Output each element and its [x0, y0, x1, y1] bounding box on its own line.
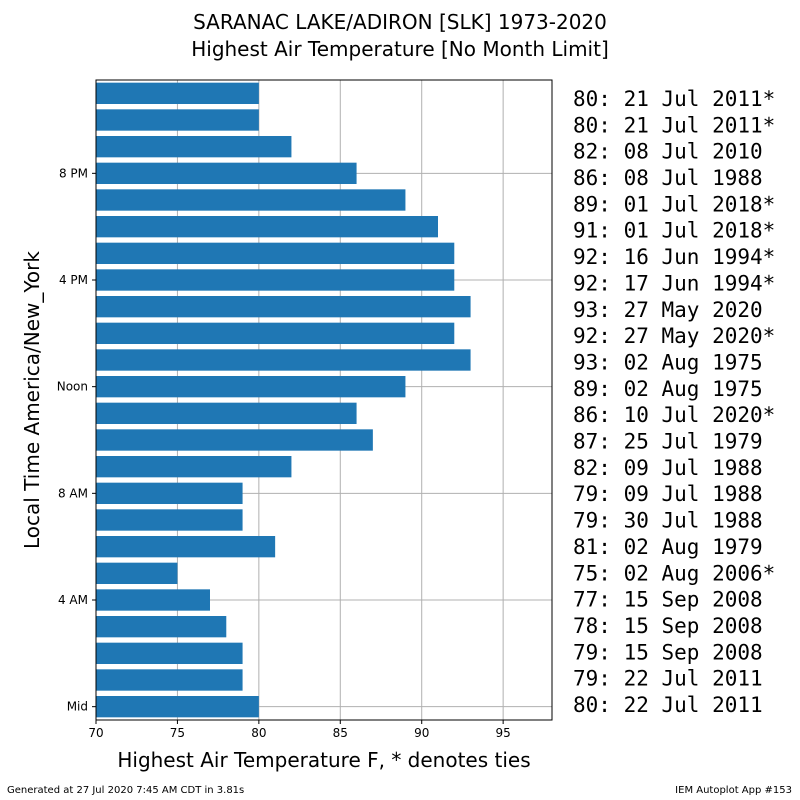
x-tick-label: 75 [170, 726, 185, 740]
bar-hour-7 [96, 509, 243, 531]
record-annotation: 79: 09 Jul 1988 [573, 482, 763, 506]
record-annotation: 93: 02 Aug 1975 [573, 350, 763, 374]
x-tick-label: 70 [88, 726, 103, 740]
chart-subtitle: Highest Air Temperature [No Month Limit] [191, 37, 609, 61]
bar-layer [96, 82, 471, 718]
bar-hour-3 [96, 616, 227, 638]
record-annotations: 80: 21 Jul 2011*80: 21 Jul 2011* 82: 08 J… [573, 87, 775, 717]
record-annotation: 91: 01 Jul 2018* [573, 219, 775, 243]
bar-hour-5 [96, 562, 178, 584]
bar-hour-15 [96, 296, 471, 318]
plot-frame [95, 79, 553, 721]
bar-hour-23 [96, 82, 259, 104]
record-annotation: 80: 22 Jul 2011 [573, 693, 763, 717]
y-axis-ticks: Mid 4 AM 8 AM Noon 4 PM 8 PM [57, 166, 96, 714]
record-annotation: 93: 27 May 2020 [573, 298, 763, 322]
y-tick-label: 8 AM [58, 486, 88, 500]
bar-hour-9 [96, 456, 292, 478]
bar-hour-2 [96, 642, 243, 664]
x-tick-label: 85 [333, 726, 348, 740]
bar-hour-14 [96, 322, 455, 344]
bar-hour-6 [96, 536, 276, 558]
y-tick-label: Noon [57, 380, 88, 394]
x-tick-label: 95 [496, 726, 511, 740]
record-annotation: 81: 02 Aug 1979 [573, 535, 763, 559]
bar-hour-21 [96, 136, 292, 158]
bar-hour-20 [96, 162, 357, 184]
bar-hour-19 [96, 189, 406, 211]
record-annotation: 80: 21 Jul 2011* [573, 87, 775, 111]
bar-hour-0 [96, 696, 259, 718]
record-annotation: 79: 15 Sep 2008 [573, 640, 763, 664]
y-tick-label: 4 PM [59, 273, 88, 287]
record-annotation: 75: 02 Aug 2006* [573, 561, 775, 585]
record-annotation: 79: 30 Jul 1988 [573, 509, 763, 533]
record-annotation: 79: 22 Jul 2011 [573, 667, 763, 691]
bar-hour-13 [96, 349, 471, 371]
bar-hour-17 [96, 242, 455, 264]
y-tick-label: Mid [67, 700, 88, 714]
y-tick-label: 4 AM [58, 593, 88, 607]
bar-hour-8 [96, 482, 243, 504]
x-tick-label: 80 [251, 726, 266, 740]
record-annotation: 92: 16 Jun 1994* [573, 245, 775, 269]
record-annotation: 92: 17 Jun 1994* [573, 271, 775, 295]
bar-hour-4 [96, 589, 210, 611]
x-axis-ticks: 70 75 80 85 90 95 [88, 720, 511, 740]
bar-hour-1 [96, 669, 243, 691]
chart-title: SARANAC LAKE/ADIRON [SLK] 1973-2020 [193, 10, 607, 34]
record-annotation: 86: 08 Jul 1988 [573, 166, 763, 190]
record-annotation: 92: 27 May 2020* [573, 324, 775, 348]
record-annotation: 87: 25 Jul 1979 [573, 430, 763, 454]
footer-generated: Generated at 27 Jul 2020 7:45 AM CDT in … [7, 785, 244, 796]
record-annotation: 89: 01 Jul 2018* [573, 192, 775, 216]
record-annotation: 82: 09 Jul 1988 [573, 456, 763, 480]
bar-hour-11 [96, 402, 357, 424]
bar-hour-16 [96, 269, 455, 291]
x-axis-label: Highest Air Temperature F, * denotes tie… [117, 748, 530, 772]
x-tick-label: 90 [414, 726, 429, 740]
record-annotation: 86: 10 Jul 2020* [573, 403, 775, 427]
footer-app: IEM Autoplot App #153 [675, 785, 792, 796]
record-annotation: 80: 21 Jul 2011* [573, 113, 775, 137]
record-annotation: 78: 15 Sep 2008 [573, 614, 763, 638]
bar-hour-10 [96, 429, 373, 451]
record-annotation: 77: 15 Sep 2008 [573, 588, 763, 612]
y-tick-label: 8 PM [59, 166, 88, 180]
bar-hour-18 [96, 216, 438, 238]
record-annotation: 89: 02 Aug 1975 [573, 377, 763, 401]
record-annotation: 82: 08 Jul 2010 [573, 140, 763, 164]
bar-hour-22 [96, 109, 259, 131]
y-axis-label: Local Time America/New_York [20, 251, 44, 549]
bar-hour-12 [96, 376, 406, 398]
